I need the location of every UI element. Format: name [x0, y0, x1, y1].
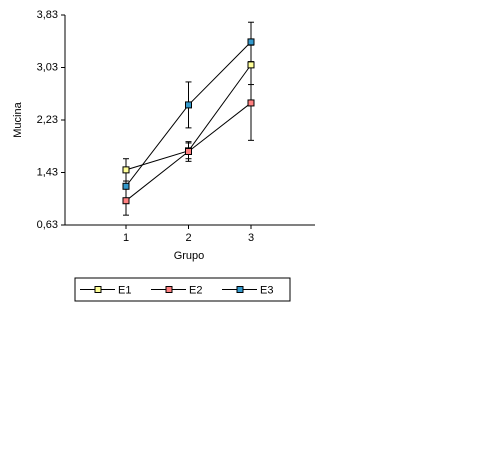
point-marker: [185, 101, 192, 109]
point-marker: [247, 61, 255, 69]
point-marker: [122, 182, 130, 190]
y-tick-label: 0,63: [37, 219, 58, 231]
x-tick-label: 1: [123, 232, 129, 244]
legend-marker: [94, 286, 102, 293]
point-marker: [122, 197, 130, 205]
legend-label: E2: [189, 284, 202, 296]
y-tick-label: 2,23: [37, 114, 58, 126]
point-marker: [247, 38, 255, 46]
y-axis-title: Mucina: [12, 101, 24, 137]
x-tick-label: 3: [248, 232, 254, 244]
legend-label: E1: [118, 284, 131, 296]
point-marker: [122, 166, 130, 174]
x-axis-title: Grupo: [174, 250, 205, 262]
legend-label: E3: [260, 284, 273, 296]
y-tick-label: 3,03: [37, 61, 58, 73]
legend-marker: [165, 286, 173, 293]
x-tick-label: 2: [185, 232, 191, 244]
point-marker: [247, 99, 255, 107]
y-tick-label: 3,83: [37, 9, 58, 21]
y-tick-label: 1,43: [37, 166, 58, 178]
legend-marker: [236, 286, 244, 293]
point-marker: [185, 148, 192, 155]
